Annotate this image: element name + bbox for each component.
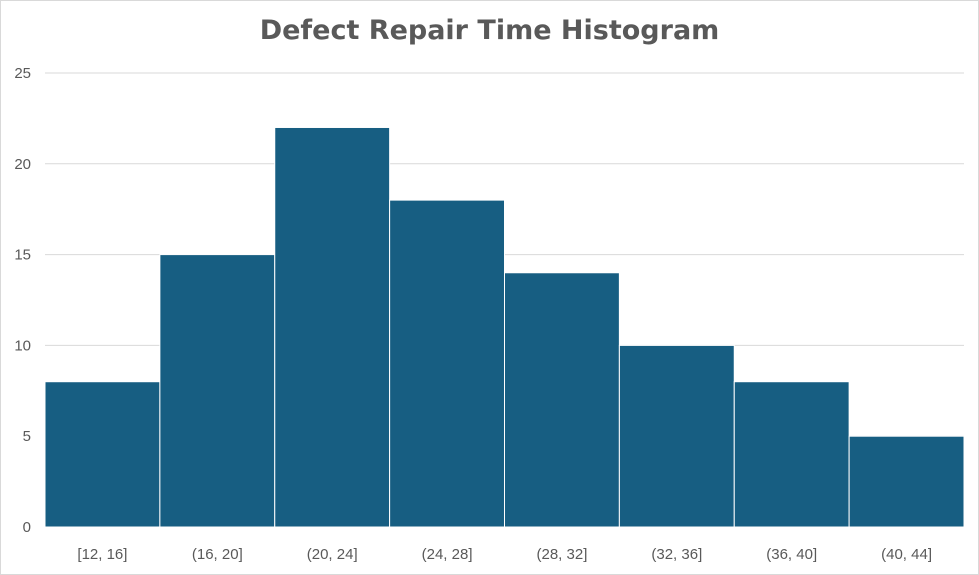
y-tick-label: 5 <box>23 428 31 445</box>
histogram-bar <box>159 254 276 528</box>
chart-title: Defect Repair Time Histogram <box>259 15 720 46</box>
y-tick-label: 0 <box>23 519 31 536</box>
x-tick-label: (28, 32] <box>537 546 588 563</box>
histogram-bar <box>618 344 735 528</box>
x-tick-label: (20, 24] <box>307 546 358 563</box>
x-tick-label: (32, 36] <box>651 546 702 563</box>
x-tick-label: (16, 20] <box>192 546 243 563</box>
x-axis-ticks: [12, 16] (16, 20] (20, 24] (24, 28] (28, 32]… <box>77 546 932 563</box>
y-tick-label: 10 <box>14 337 31 354</box>
x-tick-label: (24, 28] <box>422 546 473 563</box>
bars <box>44 126 965 528</box>
histogram-bar <box>848 435 965 528</box>
x-tick-label: (40, 44] <box>881 546 932 563</box>
histogram-bar <box>274 126 391 528</box>
x-tick-label: (36, 40] <box>766 546 817 563</box>
x-tick-label: [12, 16] <box>77 546 127 563</box>
y-tick-label: 25 <box>14 65 31 82</box>
y-tick-label: 20 <box>14 156 31 173</box>
histogram-bar <box>389 199 505 528</box>
histogram-bar <box>504 272 620 528</box>
y-tick-label: 15 <box>14 247 31 264</box>
y-axis-ticks: 0 5 10 15 20 25 <box>14 65 31 536</box>
histogram-bar <box>44 381 161 528</box>
histogram-bar <box>733 381 850 528</box>
